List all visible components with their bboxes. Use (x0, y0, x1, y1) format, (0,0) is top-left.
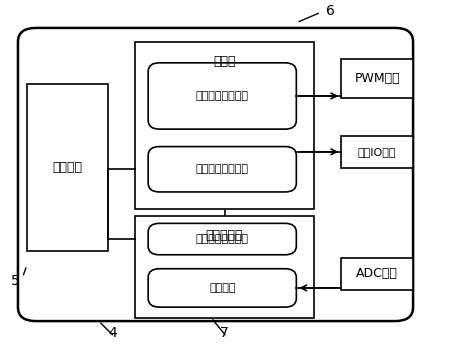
Text: 5: 5 (11, 274, 20, 288)
FancyBboxPatch shape (27, 84, 108, 251)
Text: 采集电路: 采集电路 (209, 283, 236, 293)
FancyBboxPatch shape (148, 269, 296, 307)
FancyBboxPatch shape (135, 42, 314, 209)
Text: 6: 6 (326, 4, 335, 18)
Text: 4: 4 (108, 326, 117, 340)
Text: 同步控制逻辑单元: 同步控制逻辑单元 (196, 164, 249, 174)
FancyBboxPatch shape (148, 223, 296, 255)
FancyBboxPatch shape (135, 216, 314, 318)
FancyBboxPatch shape (148, 147, 296, 192)
Text: 模数转换器: 模数转换器 (206, 229, 243, 242)
FancyBboxPatch shape (18, 28, 413, 321)
Text: 比较输出逻辑单元: 比较输出逻辑单元 (196, 91, 249, 101)
FancyBboxPatch shape (341, 258, 413, 290)
Text: 同步受控逻辑单元: 同步受控逻辑单元 (196, 234, 249, 244)
Text: 核心模块: 核心模块 (53, 161, 82, 174)
FancyBboxPatch shape (341, 59, 413, 98)
FancyBboxPatch shape (148, 63, 296, 129)
Text: PWM引脚: PWM引脚 (354, 72, 400, 85)
FancyBboxPatch shape (341, 136, 413, 168)
Text: 定时器: 定时器 (213, 54, 236, 68)
Text: 通用IO引脚: 通用IO引脚 (358, 147, 396, 157)
Text: 7: 7 (220, 326, 229, 340)
Text: ADC引脚: ADC引脚 (356, 267, 398, 281)
